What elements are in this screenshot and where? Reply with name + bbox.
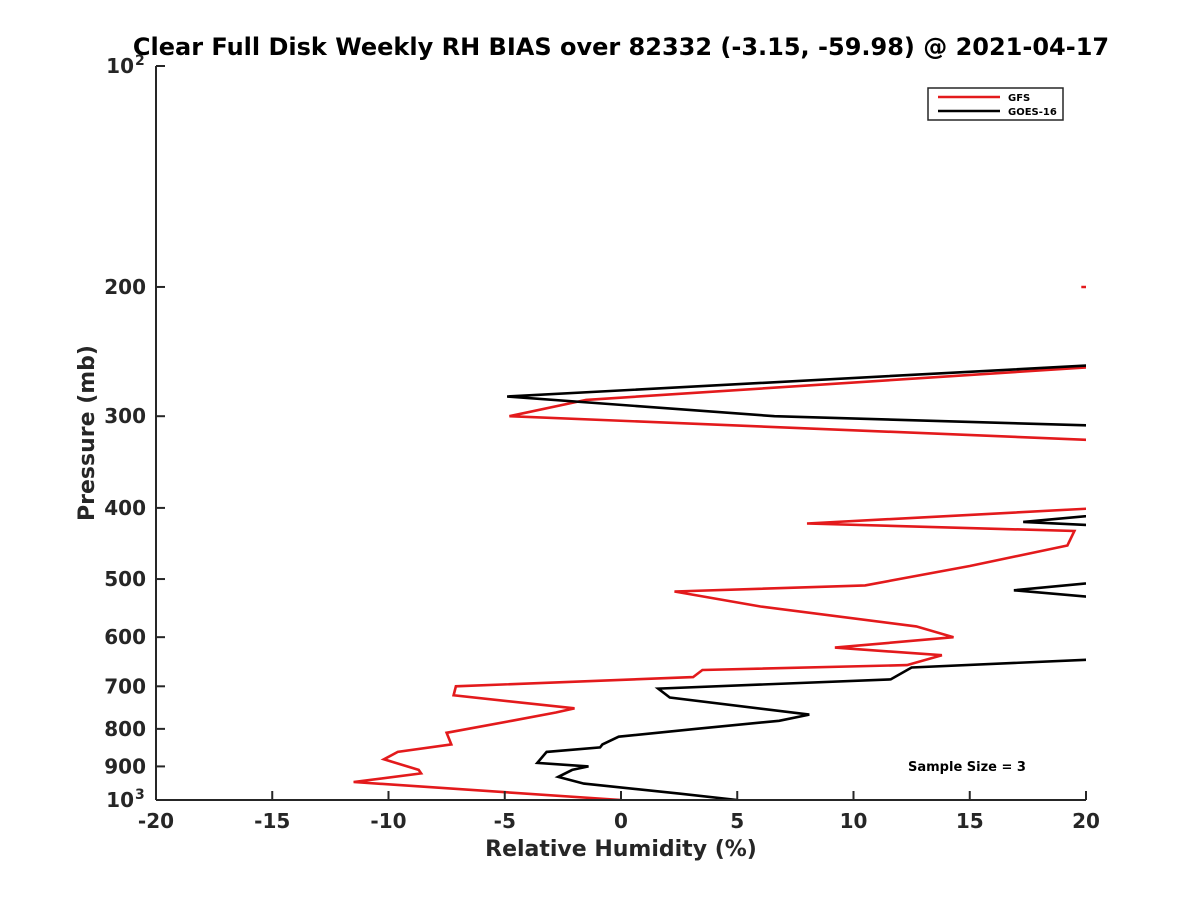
x-tick-label: 0: [614, 809, 628, 833]
x-tick-label: -10: [370, 809, 406, 833]
x-tick-label: -5: [494, 809, 516, 833]
series-line-goes16: [507, 364, 1086, 427]
legend: GFS GOES-16: [927, 87, 1064, 121]
y-axis-label: Pressure (mb): [75, 345, 100, 521]
y-tick-label: 500: [104, 567, 146, 591]
y-tick-exponent: 3: [135, 787, 145, 803]
x-axis-label: Relative Humidity (%): [485, 837, 757, 862]
y-tick-label: 400: [104, 496, 146, 520]
chart-title: Clear Full Disk Weekly RH BIAS over 8233…: [133, 33, 1109, 61]
y-tick-exponent: 2: [135, 53, 145, 69]
legend-label-goes16: GOES-16: [1008, 107, 1057, 118]
x-tick-label: 10: [840, 809, 868, 833]
series-line-gfs: [353, 507, 1086, 800]
series-line-goes16: [534, 658, 1086, 800]
legend-box: [927, 87, 1064, 121]
x-tick-label: 5: [730, 809, 744, 833]
y-tick-label: 700: [104, 674, 146, 698]
x-tick-label: -15: [254, 809, 290, 833]
series-line-gfs: [509, 366, 1086, 442]
sample-size-annotation: Sample Size = 3: [908, 760, 1026, 775]
y-tick-label: 10: [106, 788, 134, 812]
x-tick-label: 15: [956, 809, 984, 833]
series-line-goes16: [1023, 514, 1086, 527]
series-line-goes16: [1013, 582, 1086, 598]
y-tick-label: 800: [104, 717, 146, 741]
y-tick-label: 900: [104, 754, 146, 778]
y-tick-label: 200: [104, 275, 146, 299]
x-tick-label: -20: [138, 809, 174, 833]
y-tick-label: 600: [104, 625, 146, 649]
series-layer: [353, 285, 1086, 800]
y-tick-label: 300: [104, 404, 146, 428]
legend-label-gfs: GFS: [1008, 93, 1030, 104]
y-tick-label: 10: [106, 54, 134, 78]
x-tick-label: 20: [1072, 809, 1100, 833]
